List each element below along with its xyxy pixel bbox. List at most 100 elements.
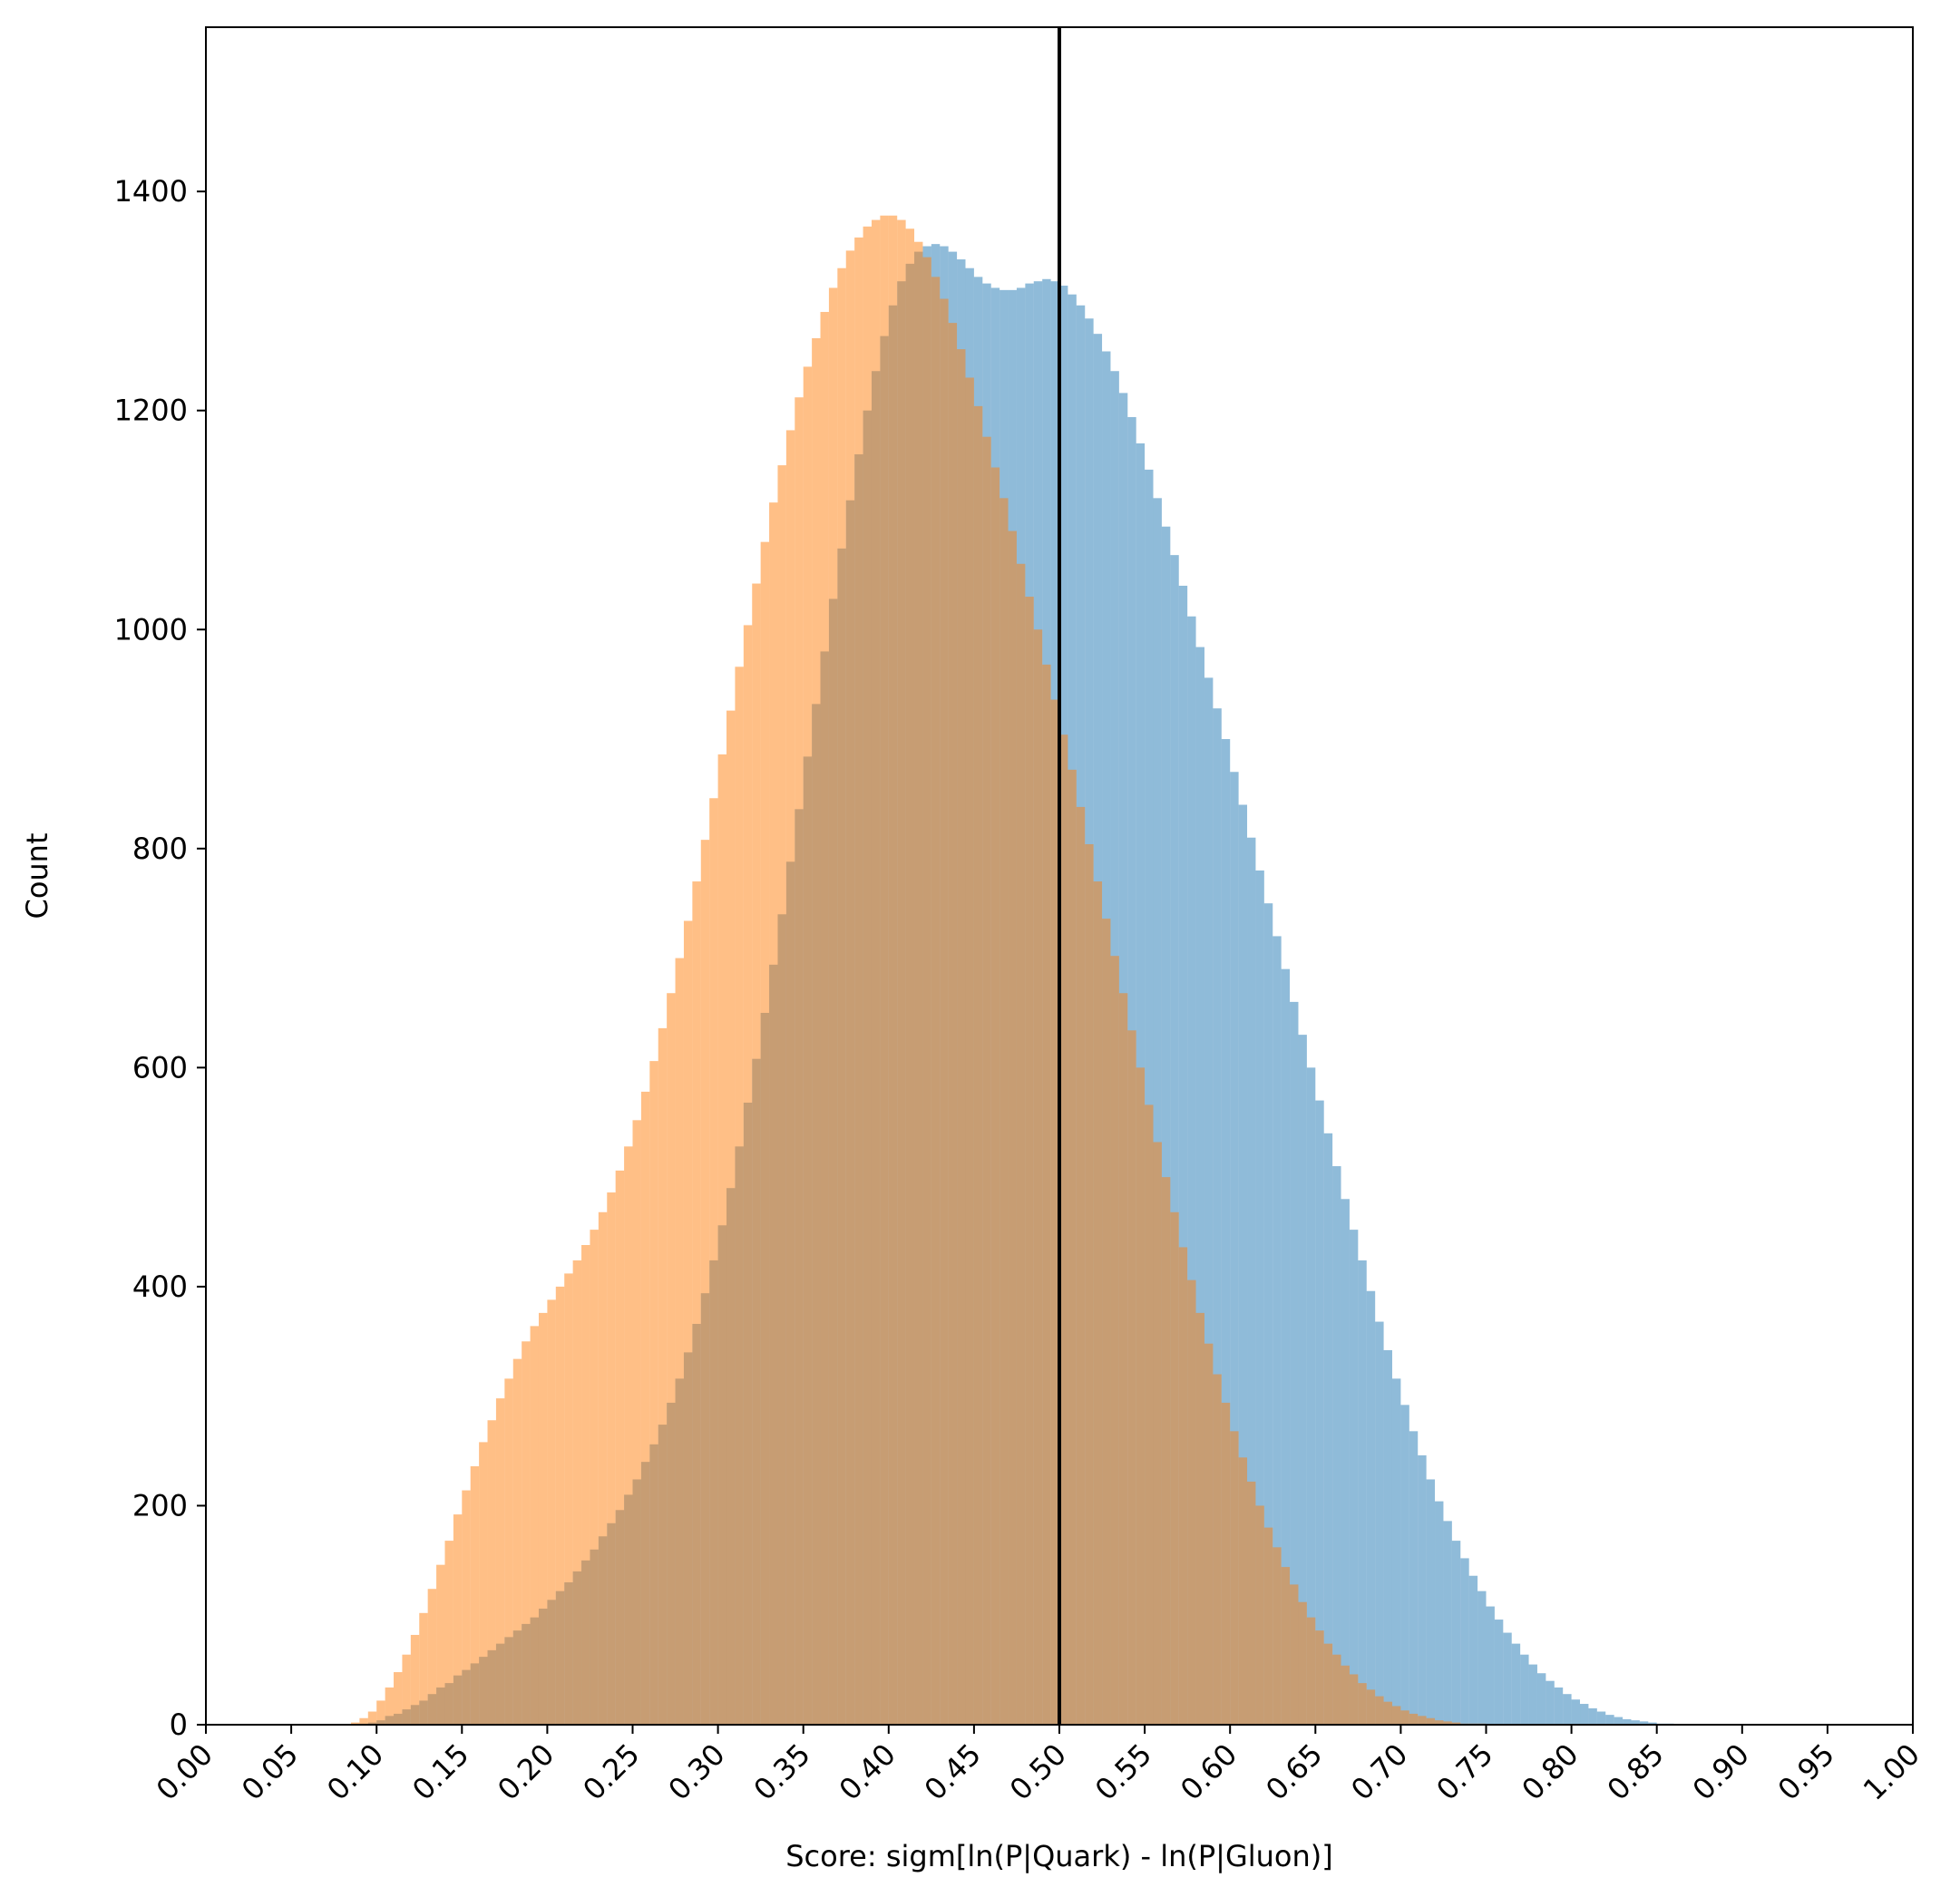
histogram-bar (1306, 1067, 1316, 1725)
histogram-bar (1451, 1541, 1461, 1725)
histogram-bar (1391, 1706, 1401, 1725)
histogram-bar (1230, 772, 1239, 1725)
histogram-bar (1085, 843, 1094, 1725)
histogram-bar (1383, 1701, 1392, 1725)
histogram-bar (590, 1230, 599, 1725)
histogram-bar (700, 840, 710, 1725)
histogram-bar (1349, 1230, 1359, 1725)
histogram-bar (1213, 1374, 1222, 1725)
histogram-bar (973, 405, 983, 1726)
histogram-bar (897, 219, 906, 1725)
histogram-bar (367, 1711, 377, 1725)
histogram-bar (1315, 1100, 1324, 1725)
histogram-bar (1563, 1694, 1572, 1725)
histogram-bar (828, 287, 838, 1725)
y-tick-label: 400 (132, 1270, 188, 1304)
histogram-bar (1298, 1035, 1307, 1725)
y-tick-label: 600 (132, 1050, 188, 1085)
histogram-bar (1273, 1547, 1282, 1725)
histogram-bar (1178, 585, 1188, 1725)
histogram-bar (760, 541, 770, 1726)
series-2-bars (350, 215, 1487, 1726)
histogram-bar (1059, 734, 1068, 1725)
histogram-bar (1323, 1643, 1333, 1725)
histogram-bar (1170, 555, 1179, 1725)
histogram-bar (1528, 1664, 1537, 1725)
histogram-bar (1494, 1620, 1504, 1725)
histogram-bar (1639, 1721, 1649, 1725)
histogram-bar (1614, 1717, 1624, 1725)
histogram-bar (1213, 708, 1222, 1725)
histogram-bar (1605, 1715, 1614, 1725)
histogram-bar (522, 1341, 531, 1725)
histogram-bar (479, 1442, 488, 1725)
histogram-bar (359, 1717, 368, 1725)
histogram-bar (1375, 1696, 1384, 1725)
histogram-bar (1460, 1558, 1469, 1725)
histogram-bar (1008, 530, 1017, 1725)
histogram-bar (726, 710, 736, 1725)
histogram-bar (1221, 1402, 1231, 1725)
histogram-bar (1435, 1720, 1444, 1725)
histogram-bar (1016, 563, 1026, 1726)
histogram-bar (769, 502, 778, 1726)
histogram-bar (717, 754, 727, 1725)
histogram-bar (931, 277, 941, 1725)
histogram-bar (1102, 919, 1111, 1725)
histogram-bar (1631, 1720, 1640, 1725)
histogram-bar (1341, 1665, 1350, 1725)
histogram-bar (530, 1326, 539, 1725)
histogram-bar (487, 1420, 496, 1725)
histogram-bar (795, 397, 804, 1725)
histogram-bar (640, 1091, 650, 1725)
histogram-bar (1221, 739, 1231, 1726)
histogram-bar (1418, 1454, 1427, 1725)
histogram-bar (820, 312, 829, 1725)
histogram-bar (1153, 498, 1162, 1725)
histogram-bar (1068, 769, 1077, 1725)
histogram-bar (1400, 1710, 1409, 1725)
histogram-bar (470, 1465, 480, 1725)
histogram-bar (1443, 1721, 1452, 1725)
histogram-bar (1263, 1527, 1273, 1725)
histogram-bar (1443, 1521, 1452, 1725)
histogram-bar (1323, 1133, 1333, 1725)
histogram-bar (1451, 1722, 1461, 1725)
y-tick-label: 200 (132, 1488, 188, 1522)
histogram-bar (1400, 1405, 1409, 1725)
histogram-bar (1306, 1617, 1316, 1725)
histogram-bar (1145, 1104, 1154, 1725)
histogram-bar (914, 241, 923, 1725)
histogram-bar (1042, 664, 1051, 1726)
histogram-bar (940, 298, 949, 1725)
histogram-bar (1358, 1683, 1367, 1725)
histogram-bar (1281, 1567, 1291, 1725)
histogram-bar (888, 215, 898, 1726)
histogram-bar (1290, 1001, 1299, 1725)
histogram-bar (1247, 1481, 1256, 1725)
histogram-bar (1050, 699, 1059, 1726)
histogram-bar (427, 1589, 437, 1725)
histogram-bar (1298, 1601, 1307, 1725)
histogram-bar (1409, 1713, 1419, 1725)
histogram-bar (812, 337, 821, 1725)
histogram-bar (1273, 936, 1282, 1725)
histogram-bar (1255, 870, 1264, 1725)
y-axis-label: Count (20, 832, 54, 919)
histogram-bar (1204, 1343, 1214, 1725)
histogram-bar (1546, 1680, 1555, 1725)
histogram-bar (871, 219, 881, 1725)
histogram-bar (1409, 1431, 1419, 1725)
histogram-bar (649, 1061, 658, 1725)
histogram-bar (990, 467, 1000, 1726)
histogram-bar (1623, 1718, 1632, 1725)
histogram-bar (709, 798, 718, 1725)
histogram-bar (1204, 677, 1214, 1725)
histogram-bar (1238, 804, 1248, 1725)
histogram-bar (1554, 1687, 1564, 1725)
y-tick-label: 0 (170, 1707, 188, 1742)
histogram-bar (863, 226, 872, 1725)
histogram-bar (948, 323, 958, 1725)
histogram-bar (982, 436, 991, 1725)
histogram-bar (1536, 1673, 1546, 1725)
